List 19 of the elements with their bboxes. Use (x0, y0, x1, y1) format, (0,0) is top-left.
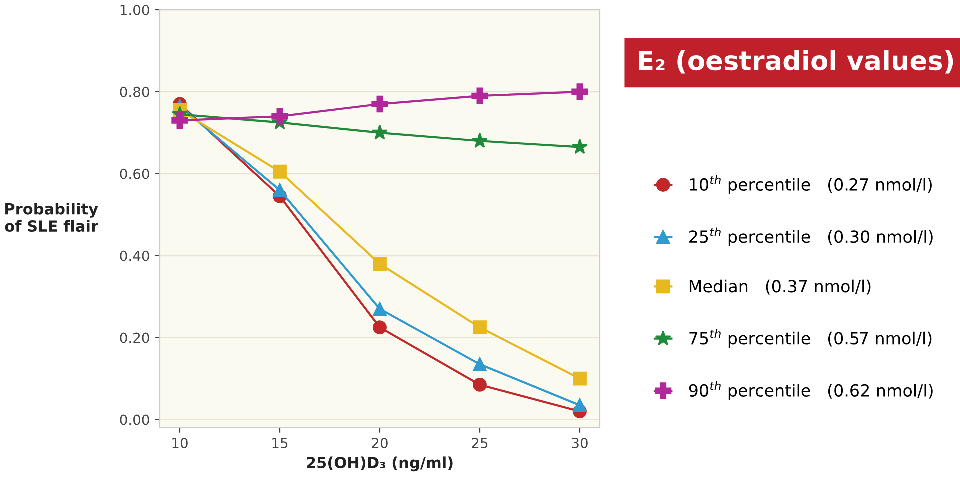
y-tick-label: 1.00 (120, 4, 150, 16)
y-tick-label: 0.00 (120, 414, 150, 426)
y-tick-label: 0.60 (120, 168, 150, 180)
text: E₂ (oestradiol values) (639, 50, 954, 74)
legend-label: 25$^{th}$ percentile (0.30 nmol/l) (690, 228, 933, 246)
legend-label: 90$^{th}$ percentile (0.62 nmol/l) (689, 381, 933, 400)
y-tick-label: 0.80 (120, 86, 150, 98)
x-tick-label: 20 (372, 438, 388, 448)
x-tick-label: 10 (172, 438, 188, 448)
x-axis-title: 25(OH)D₃ (ng/ml) (307, 456, 453, 472)
legend-label: 75$^{th}$ percentile (0.57 nmol/l) (690, 329, 932, 348)
x-tick-label: 30 (572, 438, 588, 448)
y-axis-title: Probability of SLE flair (5, 202, 98, 232)
x-tick-label: 25 (472, 438, 488, 448)
legend-label: 10$^{th}$ percentile (0.27 nmol/l) (690, 176, 932, 194)
x-tick-label: 15 (272, 438, 288, 448)
legend-label: Median (0.37 nmol/l) (690, 280, 871, 295)
y-tick-label: 0.20 (120, 332, 150, 344)
y-tick-label: 0.40 (120, 250, 150, 262)
